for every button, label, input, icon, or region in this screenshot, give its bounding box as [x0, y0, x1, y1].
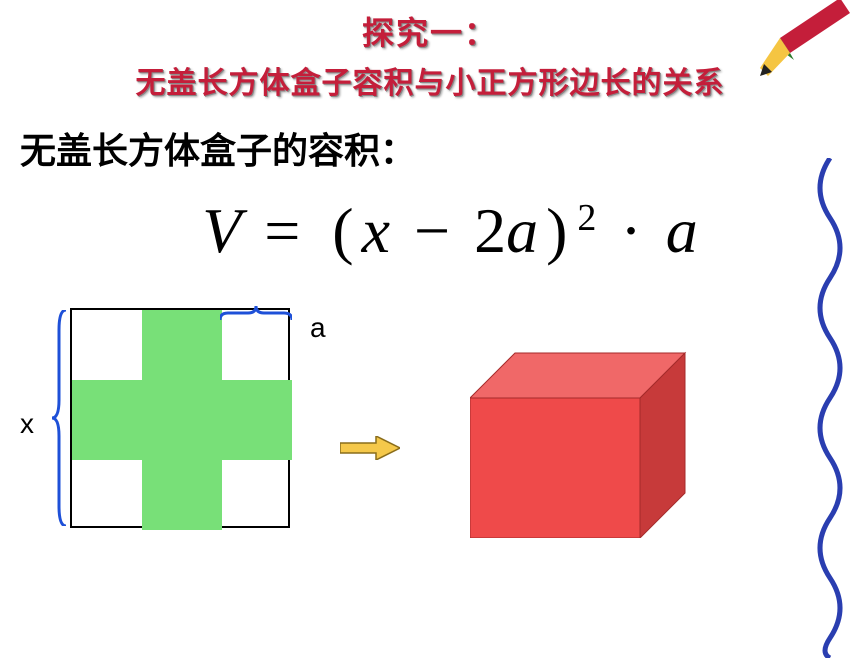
diagram-area: x a [0, 288, 860, 568]
label-a: a [310, 312, 326, 344]
section-title: 无盖长方体盒子的容积： [20, 122, 860, 174]
formula-minus: − [414, 195, 450, 266]
formula-dot: · [620, 195, 641, 266]
formula-a1: a [506, 195, 538, 266]
bracket-x [52, 310, 70, 526]
square-net [70, 308, 290, 528]
formula-lparen: ( [332, 195, 353, 266]
formula-a2: a [666, 195, 698, 266]
title-main: 探究一： [0, 8, 860, 54]
label-x: x [20, 408, 34, 440]
arrow-icon [340, 436, 400, 460]
squiggle-icon [810, 158, 850, 658]
cross-horizontal [72, 380, 292, 460]
formula-rparen: ) [546, 195, 567, 266]
formula-V: V [202, 195, 240, 266]
formula-two: 2 [474, 195, 506, 266]
pencil-icon [760, 0, 850, 168]
formula-exp: 2 [577, 197, 596, 239]
title-sub: 无盖长方体盒子容积与小正方形边长的关系 [0, 58, 860, 102]
cube-illustration [470, 308, 700, 538]
volume-formula: V = (x − 2a)2 · a [40, 194, 860, 268]
bracket-a [220, 306, 292, 324]
formula-eq: = [264, 195, 300, 266]
formula-x: x [362, 195, 390, 266]
